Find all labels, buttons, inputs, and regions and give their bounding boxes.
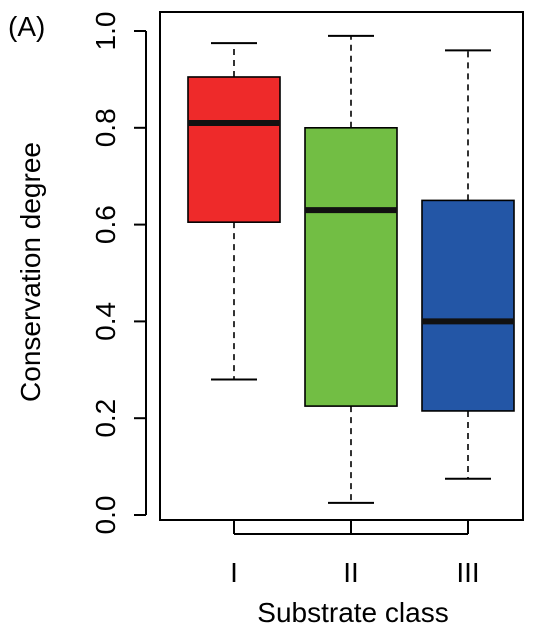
- box-I: [187, 42, 281, 381]
- x-axis-title: Substrate class: [257, 597, 448, 628]
- y-tick-label: 1.0: [90, 12, 121, 51]
- x-tick-label: II: [343, 557, 359, 588]
- box-II: [304, 34, 398, 504]
- box-III: [421, 49, 515, 480]
- boxes-layer: [187, 34, 515, 504]
- y-tick-label: 0.4: [90, 302, 121, 341]
- panel-label: (A): [8, 11, 45, 42]
- y-tick-label: 0.0: [90, 496, 121, 535]
- x-tick-label: III: [456, 557, 479, 588]
- plot-frame: [159, 11, 524, 521]
- box-body: [421, 199, 515, 412]
- y-axis-title: Conservation degree: [15, 142, 46, 402]
- box-body: [187, 76, 281, 223]
- y-tick-label: 0.2: [90, 399, 121, 438]
- box-body: [304, 127, 398, 407]
- x-axis: I II III: [230, 520, 480, 588]
- x-tick-label: I: [230, 557, 238, 588]
- y-tick-label: 0.8: [90, 108, 121, 147]
- y-tick-label: 0.6: [90, 205, 121, 244]
- y-axis: 0.0 0.2 0.4 0.6 0.8 1.0: [90, 12, 147, 535]
